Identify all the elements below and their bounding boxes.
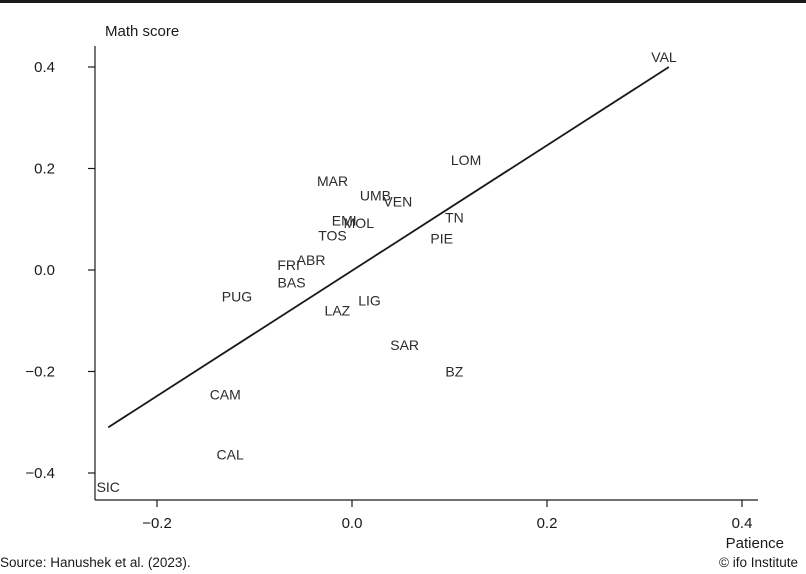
source-note: Source: Hanushek et al. (2023). (0, 555, 191, 570)
y-tick-label: 0.2 (34, 161, 55, 178)
point-label-val: VAL (651, 49, 677, 65)
point-label-bz: BZ (445, 364, 463, 380)
point-label-sar: SAR (390, 337, 419, 353)
point-label-cam: CAM (210, 386, 241, 402)
point-label-ven: VEN (383, 193, 412, 209)
fit-line (107, 66, 670, 429)
point-label-fri: FRI (277, 257, 300, 273)
x-tick-label: 0.4 (732, 515, 753, 532)
point-label-laz: LAZ (325, 303, 351, 319)
point-label-umb: UMB (360, 187, 391, 203)
y-ticks: −0.4 −0.2 0.0 0.2 0.4 (25, 59, 95, 482)
point-label-pie: PIE (430, 231, 453, 247)
point-label-lig: LIG (358, 292, 381, 308)
x-ticks: −0.2 0.0 0.2 0.4 (142, 500, 752, 532)
x-tick-label: 0.0 (342, 515, 363, 532)
y-tick-label: −0.2 (25, 364, 55, 381)
point-label-sic: SIC (97, 479, 120, 495)
top-rule (0, 0, 806, 3)
x-axis-title: Patience (726, 535, 784, 552)
point-label-tos: TOS (318, 227, 347, 243)
y-tick-label: 0.0 (34, 262, 55, 279)
point-label-mol: MOL (344, 215, 375, 231)
x-tick-label: −0.2 (142, 515, 172, 532)
point-label-abr: ABR (297, 252, 326, 268)
point-label-pug: PUG (222, 288, 252, 304)
credit-note: © ifo Institute (719, 555, 798, 570)
y-tick-label: 0.4 (34, 59, 55, 76)
point-label-emi: EMI (332, 212, 357, 228)
y-axis-title: Math score (105, 23, 179, 40)
x-tick-label: 0.2 (537, 515, 558, 532)
y-tick-label: −0.4 (25, 465, 55, 482)
point-label-tn: TN (445, 210, 464, 226)
point-label-mar: MAR (317, 173, 348, 189)
point-label-lom: LOM (451, 152, 481, 168)
point-label-bas: BAS (278, 275, 306, 291)
point-label-cal: CAL (217, 447, 244, 463)
